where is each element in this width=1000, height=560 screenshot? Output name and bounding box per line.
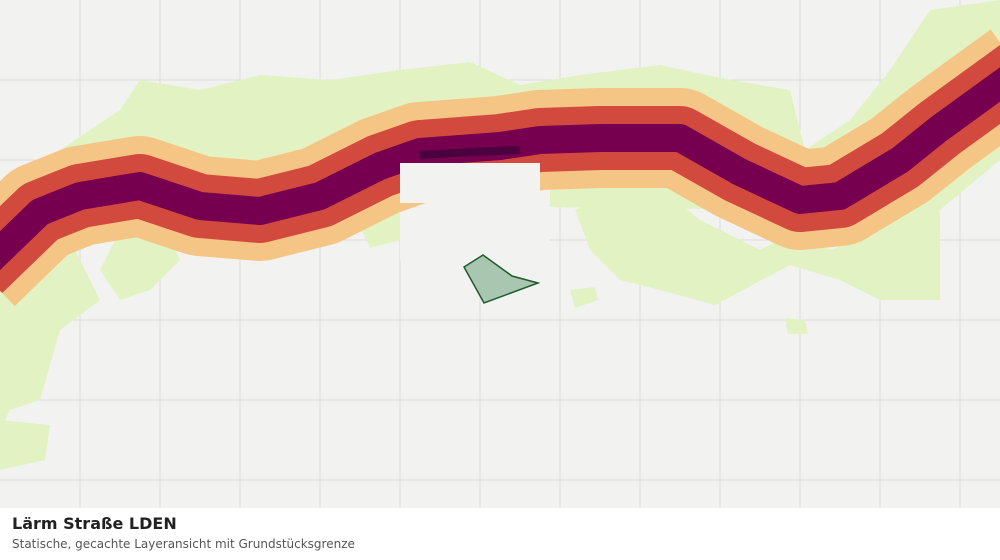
noise-bands bbox=[0, 29, 1000, 306]
map-subtitle: Statische, gecachte Layeransicht mit Gru… bbox=[12, 537, 355, 551]
map-layers bbox=[0, 0, 1000, 508]
map-caption: Lärm Straße LDEN Statische, gecachte Lay… bbox=[0, 508, 1000, 560]
map-title: Lärm Straße LDEN bbox=[12, 514, 177, 533]
noise-zone-very-high bbox=[0, 67, 1000, 271]
noise-zone-peak bbox=[419, 146, 521, 159]
map bbox=[0, 0, 1000, 508]
quiet-area-edge bbox=[400, 163, 540, 203]
parcel-boundary bbox=[463, 254, 541, 304]
